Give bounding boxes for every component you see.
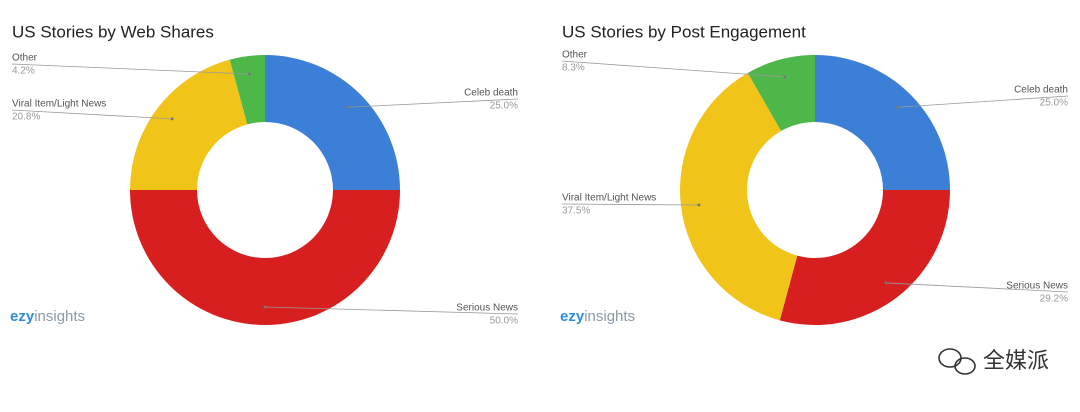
leader-line bbox=[886, 282, 1069, 293]
leader-line bbox=[11, 63, 250, 75]
slice-label: Other bbox=[562, 50, 588, 61]
chart: US Stories by Web Shares Celeb death 25.0%… bbox=[10, 22, 518, 326]
value-label: 20.8% bbox=[12, 112, 40, 123]
leader-line bbox=[561, 203, 699, 206]
donut-slice bbox=[229, 55, 265, 125]
donut-slice bbox=[815, 55, 950, 190]
slice-label: Viral Item/Light News bbox=[12, 99, 106, 110]
leader-dot bbox=[248, 72, 252, 76]
slice-label: Serious News bbox=[456, 303, 518, 314]
slice-label: Celeb death bbox=[1014, 85, 1068, 96]
donut-slice bbox=[130, 59, 248, 190]
value-label: 4.2% bbox=[12, 66, 35, 77]
leader-line bbox=[561, 60, 785, 78]
value-label: 37.5% bbox=[562, 206, 590, 217]
value-label: 25.0% bbox=[490, 101, 518, 112]
leader-line bbox=[264, 306, 519, 315]
slice-label: Viral Item/Light News bbox=[562, 193, 656, 204]
logo-part: insights bbox=[584, 308, 635, 325]
leader-dot bbox=[263, 305, 267, 309]
chart-title: US Stories by Web Shares bbox=[12, 22, 214, 41]
donut-slice bbox=[130, 190, 400, 325]
watermark: 全媒派 bbox=[983, 348, 1049, 373]
donut-slice bbox=[265, 55, 400, 190]
logo: ezyinsights bbox=[10, 308, 85, 325]
chart-title: US Stories by Post Engagement bbox=[562, 22, 806, 41]
donut-slice bbox=[679, 72, 798, 321]
donut-slice bbox=[779, 190, 950, 325]
value-label: 50.0% bbox=[490, 316, 518, 327]
leader-dot bbox=[170, 117, 174, 121]
leader-line bbox=[897, 95, 1069, 108]
value-label: 8.3% bbox=[562, 63, 585, 74]
slice-label: Serious News bbox=[1006, 281, 1068, 292]
value-label: 29.2% bbox=[1040, 294, 1068, 305]
value-label: 25.0% bbox=[1040, 98, 1068, 109]
leader-dot bbox=[346, 105, 350, 109]
leader-dot bbox=[896, 105, 900, 109]
leader-dot bbox=[783, 75, 787, 79]
leader-dot bbox=[697, 203, 701, 207]
chart: US Stories by Post Engagement Celeb death… bbox=[560, 22, 1068, 325]
slice-label: Other bbox=[12, 53, 38, 64]
slice-label: Celeb death bbox=[464, 88, 518, 99]
watermark-icon bbox=[938, 348, 976, 375]
leader-line bbox=[347, 98, 519, 108]
logo-part: ezy bbox=[10, 308, 35, 325]
logo: ezyinsights bbox=[560, 308, 635, 325]
logo-part: insights bbox=[34, 308, 85, 325]
donut-slice bbox=[747, 55, 815, 132]
logo-part: ezy bbox=[560, 308, 585, 325]
leader-dot bbox=[884, 281, 888, 285]
leader-line bbox=[11, 109, 173, 120]
